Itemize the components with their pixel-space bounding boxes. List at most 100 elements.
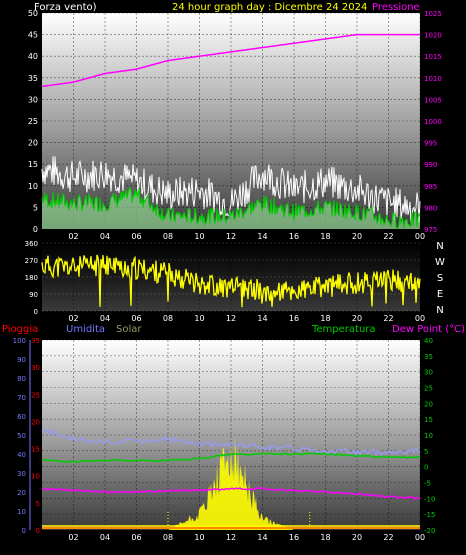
humidity-tick-label: 100 — [13, 337, 26, 345]
y2-tick-label: 995 — [424, 140, 437, 148]
x-tick-label: 02 — [68, 314, 78, 323]
x-tick-label: 06 — [131, 533, 141, 542]
y-tick-label: 50 — [28, 9, 38, 18]
temp-tick-label: 40 — [424, 337, 433, 345]
temp-tick-label: 20 — [424, 400, 433, 408]
x-tick-label: 18 — [320, 533, 330, 542]
rain-tick-label: 5 — [36, 500, 40, 508]
y-tick-label: 180 — [25, 274, 38, 282]
humidity-tick-label: 0 — [22, 527, 26, 535]
rain-tick-label: 0 — [36, 527, 40, 535]
direction-letter: S — [437, 273, 443, 284]
wind-panel-grid — [42, 12, 421, 230]
x-tick-label: 00 — [415, 232, 425, 241]
temp-tick-label: 0 — [424, 464, 428, 472]
y-tick-label: 90 — [29, 291, 38, 299]
wind-panel-marks — [41, 33, 421, 230]
x-tick-label: 10 — [194, 533, 204, 542]
humidity-tick-label: 70 — [17, 394, 26, 402]
x-tick-label: 18 — [320, 314, 330, 323]
header-right: Pressione — [372, 2, 420, 13]
legend-temperatura: Temperatura — [311, 324, 376, 335]
direction-letter: W — [435, 257, 445, 268]
y-tick-label: 10 — [28, 182, 38, 191]
temp-tick-label: 30 — [424, 369, 433, 377]
y-tick-label: 35 — [28, 74, 38, 83]
x-tick-label: 20 — [352, 232, 362, 241]
x-tick-label: 12 — [226, 314, 236, 323]
y-tick-label: 270 — [25, 257, 38, 265]
wind-panel-axes: 0510152025303540455097598098599099510001… — [28, 9, 442, 241]
y-tick-label: 5 — [33, 203, 38, 212]
y2-tick-label: 1015 — [424, 53, 442, 61]
x-tick-label: 04 — [100, 533, 110, 542]
x-tick-label: 20 — [352, 533, 362, 542]
gust-line — [41, 156, 421, 223]
y-tick-label: 20 — [28, 139, 38, 148]
speed-area — [42, 187, 420, 229]
x-tick-label: 10 — [194, 314, 204, 323]
direction-letter: N — [436, 305, 443, 316]
temperature-panel-axes: 010203040506070809010005101520253035-20-… — [13, 337, 436, 542]
legend-umidita: Umidita — [66, 324, 105, 335]
x-tick-label: 00 — [415, 533, 425, 542]
dew-point-line — [41, 487, 421, 500]
x-tick-label: 16 — [289, 533, 299, 542]
direction-line — [41, 254, 421, 308]
y-tick-label: 15 — [28, 160, 38, 169]
y-tick-label: 45 — [28, 31, 38, 40]
humidity-tick-label: 90 — [17, 356, 26, 364]
temp-tick-label: -15 — [424, 511, 435, 519]
humidity-tick-label: 30 — [17, 470, 26, 478]
rain-tick-label: 20 — [31, 418, 40, 426]
y2-tick-label: 1005 — [424, 96, 442, 104]
x-tick-label: 12 — [226, 533, 236, 542]
x-tick-label: 22 — [383, 232, 393, 241]
temp-tick-label: 15 — [424, 416, 433, 424]
y2-tick-label: 1010 — [424, 75, 442, 83]
rain-tick-label: 10 — [31, 473, 40, 481]
x-tick-label: 08 — [163, 314, 173, 323]
x-tick-label: 08 — [163, 232, 173, 241]
direction-letter: N — [436, 241, 443, 252]
temp-tick-label: 35 — [424, 353, 433, 361]
temp-tick-label: 10 — [424, 432, 433, 440]
y2-tick-label: 985 — [424, 183, 437, 191]
x-tick-label: 22 — [383, 533, 393, 542]
x-tick-label: 22 — [383, 314, 393, 323]
x-tick-label: 18 — [320, 232, 330, 241]
header-left: Forza vento) — [34, 2, 97, 13]
y-tick-label: 360 — [25, 240, 38, 248]
x-tick-label: 14 — [257, 232, 267, 241]
x-tick-label: 20 — [352, 314, 362, 323]
x-tick-label: 06 — [131, 314, 141, 323]
humidity-tick-label: 20 — [17, 489, 26, 497]
temperature-line — [41, 452, 421, 464]
y-tick-label: 0 — [33, 225, 38, 234]
temp-tick-label: -20 — [424, 527, 435, 535]
x-tick-label: 00 — [415, 314, 425, 323]
temp-tick-label: 5 — [424, 448, 428, 456]
rain-tick-label: 15 — [31, 446, 40, 454]
solar-area — [42, 437, 420, 530]
rain-tick-label: 30 — [31, 364, 40, 372]
y2-tick-label: 975 — [424, 226, 437, 234]
x-tick-label: 04 — [100, 314, 110, 323]
x-tick-label: 02 — [68, 533, 78, 542]
x-tick-label: 14 — [257, 533, 267, 542]
x-tick-label: 10 — [194, 232, 204, 241]
humidity-tick-label: 50 — [17, 432, 26, 440]
humidity-tick-label: 60 — [17, 413, 26, 421]
rain-tick-label: 35 — [31, 337, 40, 345]
y2-tick-label: 980 — [424, 204, 437, 212]
y2-tick-label: 990 — [424, 161, 437, 169]
temp-tick-label: 25 — [424, 385, 433, 393]
y-tick-label: 25 — [28, 117, 38, 126]
humidity-tick-label: 80 — [17, 375, 26, 383]
y2-tick-label: 1025 — [424, 10, 442, 18]
y-tick-label: 40 — [28, 52, 38, 61]
y2-tick-label: 1020 — [424, 32, 442, 40]
humidity-line — [41, 427, 421, 457]
